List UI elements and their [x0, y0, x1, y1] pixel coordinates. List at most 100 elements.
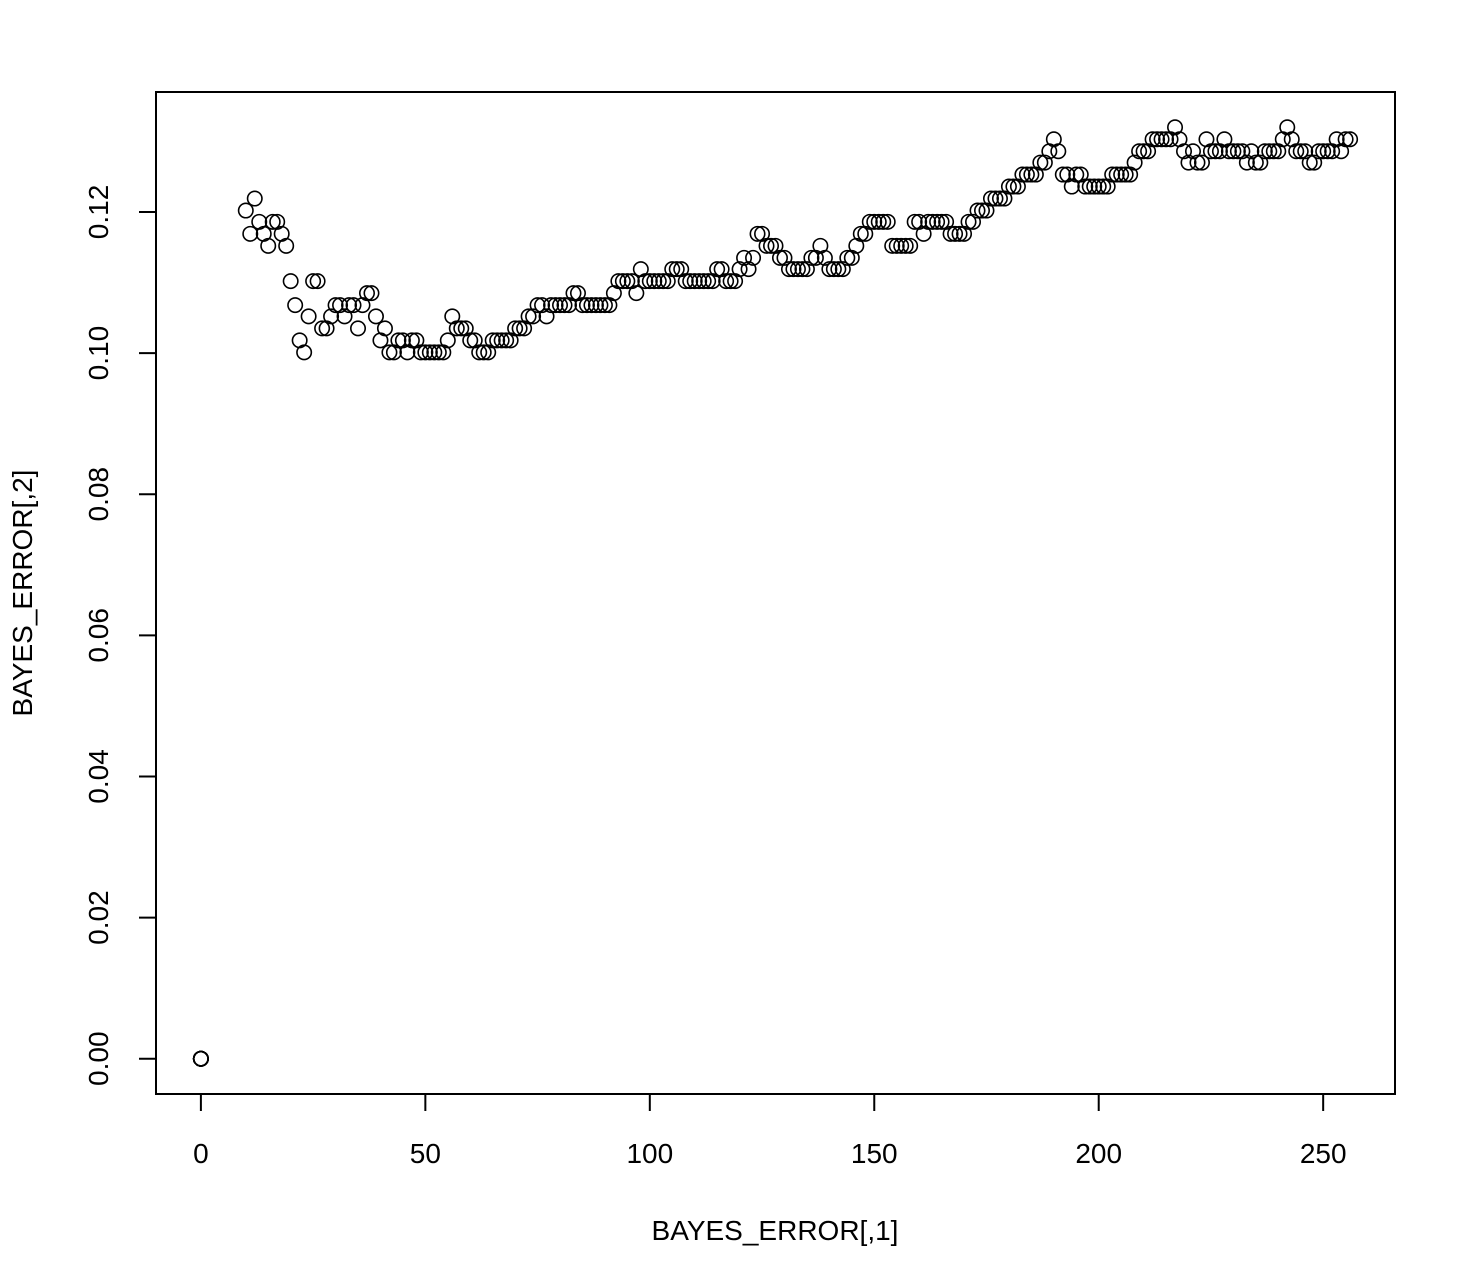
- data-point: [852, 225, 869, 242]
- data-point: [1081, 178, 1098, 195]
- data-point: [1086, 178, 1103, 195]
- data-point: [1220, 143, 1237, 160]
- data-point: [462, 332, 479, 349]
- data-point: [1153, 131, 1170, 148]
- data-point: [897, 237, 914, 254]
- data-point: [1180, 154, 1197, 171]
- data-point: [803, 249, 820, 266]
- data-point: [839, 249, 856, 266]
- data-point: [1036, 154, 1053, 171]
- data-point: [691, 273, 708, 290]
- data-point: [870, 213, 887, 230]
- x-tick-label: 50: [410, 1138, 441, 1169]
- data-point: [300, 308, 317, 325]
- data-point: [816, 249, 833, 266]
- data-point: [650, 273, 667, 290]
- data-point: [1247, 154, 1264, 171]
- y-axis-label: BAYES_ERROR[,2]: [7, 470, 38, 717]
- data-point: [309, 273, 326, 290]
- data-point: [278, 237, 295, 254]
- data-point: [902, 237, 919, 254]
- x-tick-label: 0: [193, 1138, 209, 1169]
- data-point: [547, 297, 564, 314]
- data-point: [619, 273, 636, 290]
- y-tick-label: 0.06: [83, 608, 114, 663]
- data-point: [426, 344, 443, 361]
- data-point: [538, 308, 555, 325]
- data-point: [1306, 154, 1323, 171]
- data-point: [1225, 143, 1242, 160]
- data-point: [264, 213, 281, 230]
- data-point: [282, 273, 299, 290]
- data-point: [709, 261, 726, 278]
- data-point: [323, 308, 340, 325]
- data-point: [565, 285, 582, 302]
- data-point: [920, 213, 937, 230]
- data-point: [780, 261, 797, 278]
- data-point: [381, 344, 398, 361]
- y-tick-label: 0.02: [83, 890, 114, 945]
- data-point: [287, 297, 304, 314]
- data-point: [341, 297, 358, 314]
- data-point: [771, 249, 788, 266]
- data-point: [906, 213, 923, 230]
- data-point: [798, 261, 815, 278]
- data-point: [439, 332, 456, 349]
- x-tick-label: 150: [851, 1138, 898, 1169]
- data-point: [965, 213, 982, 230]
- x-tick-label: 100: [626, 1138, 673, 1169]
- data-point: [358, 285, 375, 302]
- data-point: [763, 237, 780, 254]
- data-point: [332, 297, 349, 314]
- data-point: [1292, 143, 1309, 160]
- data-point: [529, 297, 546, 314]
- data-point: [1117, 166, 1134, 183]
- data-point: [718, 273, 735, 290]
- data-point: [861, 213, 878, 230]
- data-point: [417, 344, 434, 361]
- data-point: [1054, 166, 1071, 183]
- data-point: [655, 273, 672, 290]
- data-point: [574, 297, 591, 314]
- data-point: [336, 308, 353, 325]
- data-point: [1104, 166, 1121, 183]
- data-point: [376, 320, 393, 337]
- data-point: [646, 273, 663, 290]
- data-point: [534, 297, 551, 314]
- data-point: [1319, 143, 1336, 160]
- data-point: [879, 213, 896, 230]
- data-point: [758, 237, 775, 254]
- data-point: [390, 332, 407, 349]
- data-point: [1202, 143, 1219, 160]
- data-point: [893, 237, 910, 254]
- data-point: [552, 297, 569, 314]
- data-point: [511, 320, 528, 337]
- data-point: [960, 213, 977, 230]
- data-point: [1288, 143, 1305, 160]
- data-point: [987, 190, 1004, 207]
- data-point: [192, 1050, 209, 1067]
- data-point: [628, 285, 645, 302]
- y-tick-label: 0.10: [83, 326, 114, 381]
- data-point: [740, 261, 757, 278]
- data-point: [1315, 143, 1332, 160]
- data-point: [448, 320, 465, 337]
- data-point: [1207, 143, 1224, 160]
- data-point: [1131, 143, 1148, 160]
- data-point: [1135, 143, 1152, 160]
- data-point: [556, 297, 573, 314]
- data-point: [749, 225, 766, 242]
- data-point: [794, 261, 811, 278]
- data-point: [1176, 143, 1193, 160]
- data-point: [260, 237, 277, 254]
- data-point: [1158, 131, 1175, 148]
- data-point: [484, 332, 501, 349]
- y-axis: 0.00 0.02 0.04 0.06 0.08 0.10 0.12: [83, 185, 157, 1086]
- data-point: [327, 297, 344, 314]
- data-point: [1189, 154, 1206, 171]
- data-point: [1310, 143, 1327, 160]
- data-point: [614, 273, 631, 290]
- data-point: [722, 273, 739, 290]
- data-point: [1234, 143, 1251, 160]
